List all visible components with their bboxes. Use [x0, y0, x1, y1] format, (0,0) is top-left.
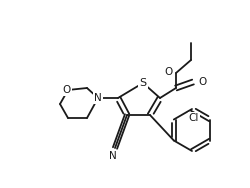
Text: O: O	[62, 85, 71, 95]
Text: O: O	[197, 77, 205, 87]
Text: N: N	[94, 93, 102, 103]
Text: S: S	[139, 78, 146, 88]
Text: Cl: Cl	[188, 113, 198, 123]
Text: O: O	[164, 67, 172, 77]
Text: N: N	[109, 151, 116, 161]
